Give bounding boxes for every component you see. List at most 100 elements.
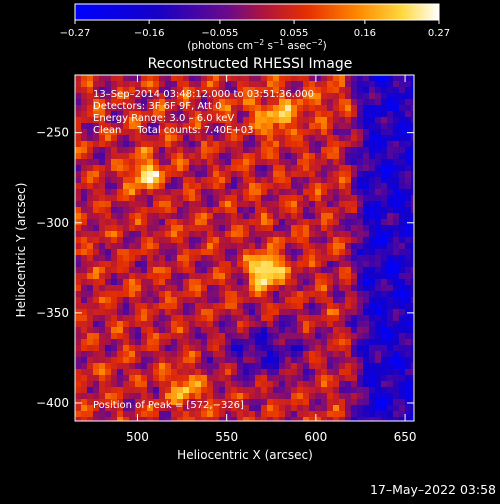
heatmap-cell bbox=[195, 411, 201, 417]
heatmap-cell bbox=[207, 105, 213, 111]
heatmap-cell bbox=[345, 381, 351, 387]
heatmap-cell bbox=[75, 117, 81, 123]
heatmap-cell bbox=[369, 189, 375, 195]
heatmap-cell bbox=[321, 291, 327, 297]
heatmap-cell bbox=[219, 219, 225, 225]
heatmap-cell bbox=[177, 369, 183, 375]
heatmap-cell bbox=[129, 315, 135, 321]
heatmap-cell bbox=[363, 333, 369, 339]
heatmap-cell bbox=[309, 141, 315, 147]
heatmap-cell bbox=[249, 279, 255, 285]
heatmap-cell bbox=[375, 105, 381, 111]
heatmap-cell bbox=[357, 111, 363, 117]
heatmap-cell bbox=[339, 267, 345, 273]
heatmap-cell bbox=[345, 279, 351, 285]
heatmap-cell bbox=[285, 315, 291, 321]
heatmap-cell bbox=[87, 417, 93, 421]
heatmap-cell bbox=[177, 327, 183, 333]
heatmap-cell bbox=[273, 75, 279, 81]
heatmap-cell bbox=[255, 411, 261, 417]
heatmap-cell bbox=[351, 171, 357, 177]
heatmap-cell bbox=[171, 381, 177, 387]
heatmap-cell bbox=[225, 255, 231, 261]
heatmap-cell bbox=[393, 267, 399, 273]
heatmap-cell bbox=[399, 219, 405, 225]
heatmap-cell bbox=[189, 99, 195, 105]
heatmap-cell bbox=[333, 261, 339, 267]
heatmap-cell bbox=[345, 201, 351, 207]
heatmap-cell bbox=[297, 345, 303, 351]
heatmap-cell bbox=[249, 405, 255, 411]
heatmap-cell bbox=[183, 357, 189, 363]
heatmap-cell bbox=[273, 177, 279, 183]
heatmap-cell bbox=[93, 141, 99, 147]
heatmap-cell bbox=[123, 129, 129, 135]
heatmap-cell bbox=[231, 369, 237, 375]
heatmap-cell bbox=[225, 363, 231, 369]
heatmap-cell bbox=[345, 195, 351, 201]
heatmap-cell bbox=[357, 141, 363, 147]
heatmap-cell bbox=[111, 207, 117, 213]
heatmap-cell bbox=[165, 177, 171, 183]
heatmap-cell bbox=[273, 339, 279, 345]
heatmap-cell bbox=[213, 345, 219, 351]
heatmap-cell bbox=[381, 363, 387, 369]
heatmap-cell bbox=[129, 201, 135, 207]
heatmap-cell bbox=[165, 249, 171, 255]
heatmap-cell bbox=[243, 369, 249, 375]
heatmap-cell bbox=[279, 363, 285, 369]
heatmap-cell bbox=[201, 405, 207, 411]
heatmap-cell bbox=[399, 309, 405, 315]
heatmap-cell bbox=[321, 297, 327, 303]
heatmap-cell bbox=[147, 375, 153, 381]
heatmap-cell bbox=[159, 369, 165, 375]
heatmap-cell bbox=[189, 105, 195, 111]
heatmap-cell bbox=[321, 189, 327, 195]
heatmap-cell bbox=[303, 87, 309, 93]
heatmap-cell bbox=[405, 315, 411, 321]
heatmap-cell bbox=[297, 255, 303, 261]
heatmap-cell bbox=[171, 177, 177, 183]
heatmap-cell bbox=[195, 117, 201, 123]
heatmap-cell bbox=[87, 321, 93, 327]
heatmap-cell bbox=[129, 213, 135, 219]
heatmap-cell bbox=[249, 87, 255, 93]
heatmap-cell bbox=[285, 225, 291, 231]
heatmap-cell bbox=[267, 123, 273, 129]
heatmap-cell bbox=[345, 75, 351, 81]
heatmap-cell bbox=[369, 87, 375, 93]
heatmap-cell bbox=[339, 207, 345, 213]
heatmap-cell bbox=[399, 183, 405, 189]
heatmap-cell bbox=[99, 285, 105, 291]
heatmap-cell bbox=[231, 177, 237, 183]
heatmap-cell bbox=[279, 129, 285, 135]
heatmap-cell bbox=[111, 105, 117, 111]
heatmap-cell bbox=[243, 75, 249, 81]
heatmap-cell bbox=[225, 177, 231, 183]
heatmap-cell bbox=[99, 249, 105, 255]
heatmap-cell bbox=[123, 105, 129, 111]
heatmap-cell bbox=[177, 159, 183, 165]
heatmap-cell bbox=[345, 369, 351, 375]
colorbar-tick-label: −0.055 bbox=[201, 28, 238, 39]
heatmap-cell bbox=[315, 351, 321, 357]
heatmap-cell bbox=[333, 369, 339, 375]
heatmap-cell bbox=[225, 207, 231, 213]
heatmap-cell bbox=[111, 153, 117, 159]
heatmap-cell bbox=[321, 219, 327, 225]
heatmap-cell bbox=[225, 393, 231, 399]
heatmap-cell bbox=[153, 327, 159, 333]
heatmap-cell bbox=[147, 411, 153, 417]
heatmap-cell bbox=[147, 171, 153, 177]
heatmap-cell bbox=[111, 387, 117, 393]
heatmap-cell bbox=[387, 249, 393, 255]
heatmap-cell bbox=[291, 225, 297, 231]
heatmap-cell bbox=[249, 183, 255, 189]
heatmap-cell bbox=[171, 387, 177, 393]
heatmap-cell bbox=[381, 297, 387, 303]
heatmap-cell bbox=[375, 93, 381, 99]
heatmap-cell bbox=[243, 315, 249, 321]
heatmap-cell bbox=[261, 171, 267, 177]
heatmap-cell bbox=[381, 189, 387, 195]
heatmap-cell bbox=[357, 381, 363, 387]
